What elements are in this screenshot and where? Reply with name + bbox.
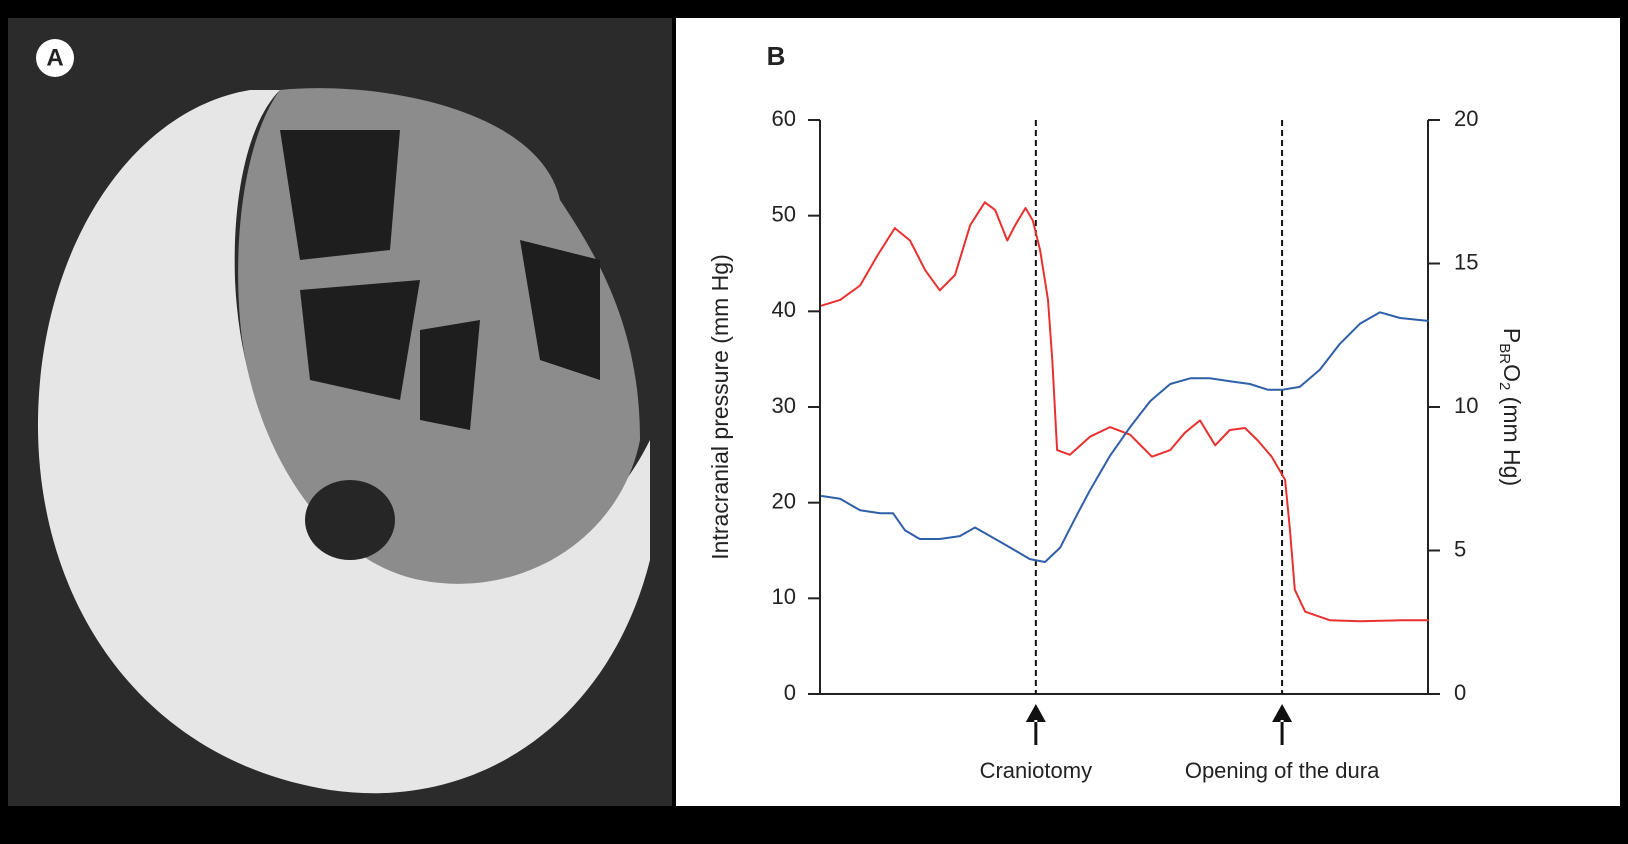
y-tick-label: 20 bbox=[772, 488, 796, 513]
y2-axis-label-part: (mm Hg) bbox=[1499, 390, 1525, 486]
y-tick-label: 0 bbox=[784, 680, 796, 705]
y-tick-label: 30 bbox=[772, 393, 796, 418]
event-label: Craniotomy bbox=[980, 758, 1092, 783]
y2-tick-label: 15 bbox=[1454, 249, 1478, 274]
y2-tick-label: 5 bbox=[1454, 536, 1466, 561]
skull-bone bbox=[37, 90, 650, 794]
y2-axis-label: PBRO2 (mm Hg) bbox=[1496, 328, 1525, 486]
foramen bbox=[305, 480, 395, 560]
chart-panel bbox=[676, 18, 1620, 806]
event-arrow bbox=[1272, 704, 1293, 745]
y2-tick-label: 0 bbox=[1454, 680, 1466, 705]
panel-label-circle bbox=[36, 39, 74, 77]
y2-axis-label-part: P bbox=[1499, 328, 1525, 343]
event-arrow bbox=[1025, 704, 1046, 745]
panel-label: A bbox=[46, 44, 63, 71]
y-axis-label: Intracranial pressure (mm Hg) bbox=[707, 254, 733, 559]
event-label: Opening of the dura bbox=[1185, 758, 1380, 783]
y-tick-label: 40 bbox=[772, 297, 796, 322]
panel-label: B bbox=[767, 41, 786, 71]
data-line bbox=[820, 311, 1429, 563]
y-tick-label: 10 bbox=[772, 584, 796, 609]
y2-axis-label-part: 2 bbox=[1496, 382, 1513, 390]
skull-shadow bbox=[280, 130, 600, 430]
y-tick-label: 60 bbox=[772, 106, 796, 131]
panel-a: A bbox=[8, 18, 672, 806]
y2-tick-label: 10 bbox=[1454, 393, 1478, 418]
y2-tick-label: 20 bbox=[1454, 106, 1478, 131]
data-line bbox=[820, 201, 1429, 623]
y2-axis-label-part: O bbox=[1499, 364, 1525, 382]
y-tick-label: 50 bbox=[772, 201, 796, 226]
y2-axis-label-part: BR bbox=[1496, 343, 1513, 364]
